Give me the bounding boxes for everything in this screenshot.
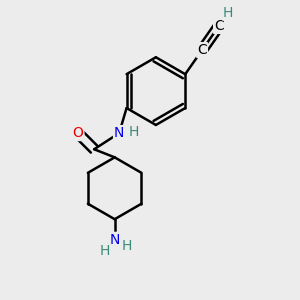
Text: H: H — [223, 6, 233, 20]
Text: H: H — [99, 244, 110, 258]
Text: O: O — [73, 126, 83, 140]
Text: N: N — [114, 126, 124, 140]
Text: C: C — [197, 43, 207, 57]
Text: H: H — [128, 124, 139, 139]
Text: N: N — [110, 233, 120, 247]
Text: C: C — [214, 19, 224, 33]
Text: H: H — [122, 239, 132, 253]
